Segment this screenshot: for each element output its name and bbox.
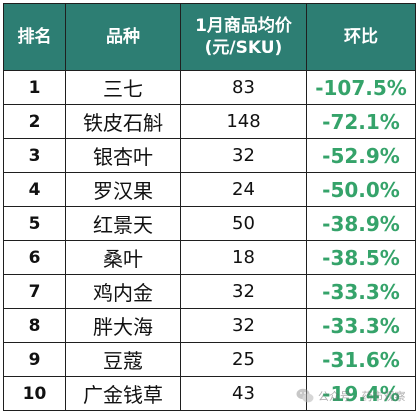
price-cell: 43 (180, 376, 307, 411)
table-row: 7 鸡内金 32 -33.3% (3, 274, 416, 309)
rank-cell: 10 (3, 376, 66, 411)
change-cell: -33.3% (306, 274, 416, 309)
rank-cell: 3 (3, 138, 66, 173)
price-cell: 24 (180, 172, 307, 207)
table-row: 5 红景天 50 -38.9% (3, 206, 416, 241)
name-cell: 鸡内金 (65, 274, 181, 309)
rank-cell: 8 (3, 308, 66, 343)
change-cell: -31.6% (306, 342, 416, 377)
table-row: 1 三七 83 -107.5% (3, 70, 416, 105)
name-cell: 铁皮石斛 (65, 104, 181, 139)
header-rank-label: 排名 (17, 27, 52, 47)
change-cell: -38.9% (306, 206, 416, 241)
table-row: 10 广金钱草 43 -19.4% (3, 376, 416, 411)
name-cell: 桑叶 (65, 240, 181, 275)
rank-cell: 5 (3, 206, 66, 241)
change-cell: -33.3% (306, 308, 416, 343)
rank-cell: 2 (3, 104, 66, 139)
price-cell: 32 (180, 308, 307, 343)
rank-cell: 7 (3, 274, 66, 309)
rank-cell: 1 (3, 70, 66, 105)
header-rank: 排名 (3, 3, 66, 71)
change-cell: -107.5% (306, 70, 416, 105)
table-row: 6 桑叶 18 -38.5% (3, 240, 416, 275)
name-cell: 银杏叶 (65, 138, 181, 173)
price-cell: 32 (180, 138, 307, 173)
table-header: 排名 品种 1月商品均价 (元/SKU) 环比 (3, 3, 416, 71)
name-cell: 三七 (65, 70, 181, 105)
price-cell: 18 (180, 240, 307, 275)
change-cell: -38.5% (306, 240, 416, 275)
change-cell: -52.9% (306, 138, 416, 173)
header-price-label-line1: 1月商品均价 (195, 16, 292, 36)
rank-cell: 4 (3, 172, 66, 207)
name-cell: 胖大海 (65, 308, 181, 343)
rank-cell: 6 (3, 240, 66, 275)
name-cell: 红景天 (65, 206, 181, 241)
table-body: 1 三七 83 -107.5% 2 铁皮石斛 148 -72.1% 3 银杏叶 … (3, 70, 416, 411)
header-name: 品种 (65, 3, 181, 71)
price-ranking-table-container: 排名 品种 1月商品均价 (元/SKU) 环比 1 三七 83 -107.5% (3, 3, 416, 413)
change-cell: -50.0% (306, 172, 416, 207)
header-price: 1月商品均价 (元/SKU) (180, 3, 307, 71)
header-change: 环比 (306, 3, 416, 71)
rank-cell: 9 (3, 342, 66, 377)
header-price-label-line2: (元/SKU) (204, 38, 283, 58)
header-row: 排名 品种 1月商品均价 (元/SKU) 环比 (3, 3, 416, 71)
change-cell: -72.1% (306, 104, 416, 139)
price-cell: 32 (180, 274, 307, 309)
name-cell: 罗汉果 (65, 172, 181, 207)
table-row: 4 罗汉果 24 -50.0% (3, 172, 416, 207)
price-cell: 83 (180, 70, 307, 105)
price-cell: 25 (180, 342, 307, 377)
table-row: 2 铁皮石斛 148 -72.1% (3, 104, 416, 139)
price-cell: 148 (180, 104, 307, 139)
name-cell: 广金钱草 (65, 376, 181, 411)
price-ranking-table: 排名 品种 1月商品均价 (元/SKU) 环比 1 三七 83 -107.5% (3, 3, 416, 411)
header-name-label: 品种 (106, 27, 140, 47)
table-row: 8 胖大海 32 -33.3% (3, 308, 416, 343)
table-row: 9 豆蔻 25 -31.6% (3, 342, 416, 377)
price-cell: 50 (180, 206, 307, 241)
name-cell: 豆蔻 (65, 342, 181, 377)
header-change-label: 环比 (344, 27, 378, 47)
table-row: 3 银杏叶 32 -52.9% (3, 138, 416, 173)
change-cell: -19.4% (306, 376, 416, 411)
